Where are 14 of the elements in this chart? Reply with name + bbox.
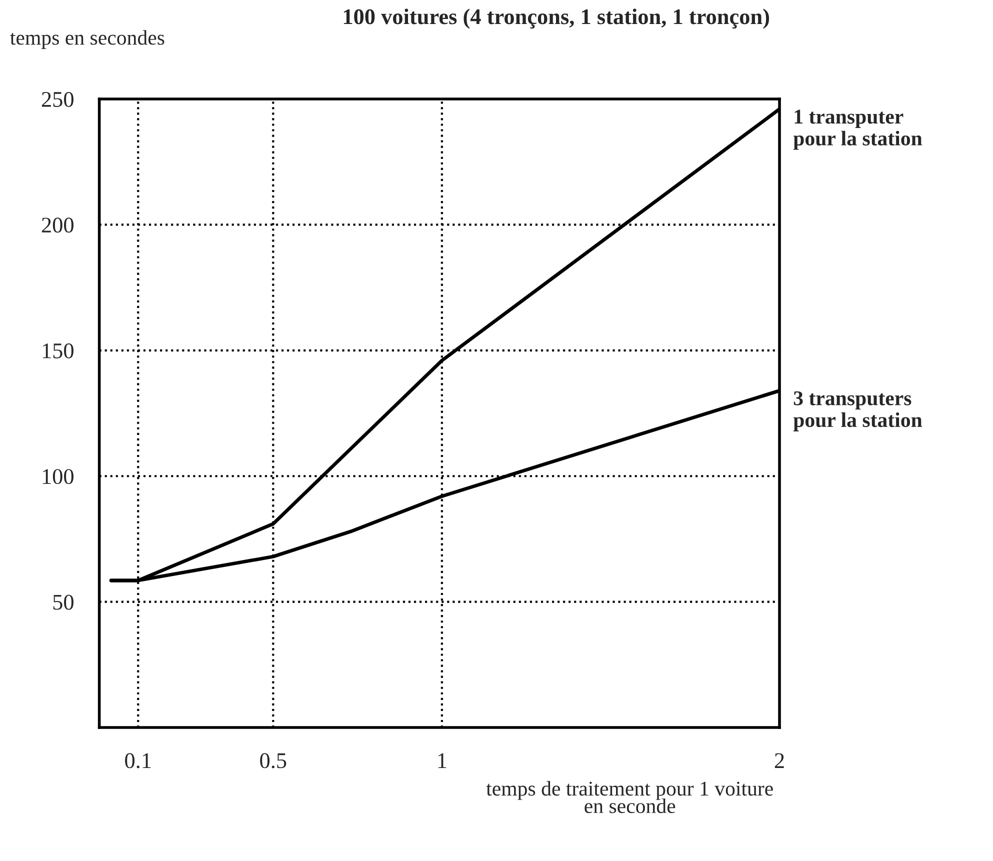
- x-axis-title: temps de traitement pour 1 voiture en seconde: [486, 781, 773, 814]
- x-tick-label: 1: [438, 753, 446, 768]
- x-tick-label: 0.5: [260, 753, 286, 768]
- x-tick-label: 0.1: [125, 753, 151, 768]
- y-axis-title: temps en secondes: [10, 30, 164, 50]
- y-tick-label: 150: [42, 343, 74, 358]
- y-tick-label: 200: [42, 218, 74, 233]
- y-tick-label: 50: [53, 594, 74, 610]
- y-tick-label: 250: [42, 92, 74, 107]
- x-tick-label: 2: [774, 753, 784, 768]
- series-label: 1 transputer pour la station: [793, 110, 922, 150]
- y-tick-label: 100: [42, 469, 74, 484]
- series-label: 3 transputers pour la station: [793, 391, 922, 432]
- chart-title: 100 voitures (4 tronçons, 1 station, 1 tronçon): [344, 8, 770, 29]
